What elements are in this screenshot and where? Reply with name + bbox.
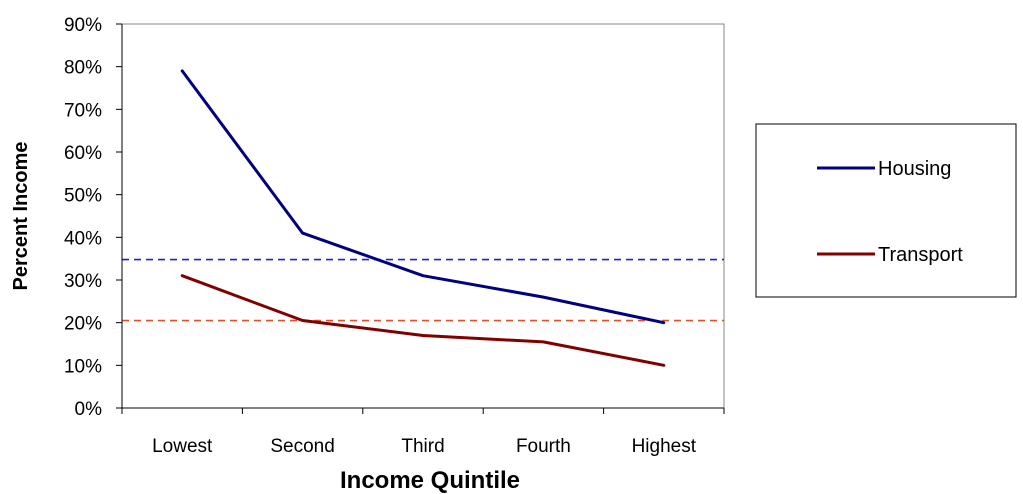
legend-label: Housing [878, 158, 951, 180]
legend-box [755, 123, 1017, 298]
y-tick-label: 70% [64, 100, 102, 121]
series-line-housing [180, 69, 666, 325]
y-tick-label: 30% [64, 271, 102, 292]
legend-label: Transport [878, 244, 963, 266]
legend: Housing Transport [755, 123, 1017, 298]
y-tick-label: 20% [64, 314, 102, 335]
x-ticks: Lowest Second Third Fourth Highest [121, 408, 725, 457]
y-axis-title: Percent Income [10, 142, 32, 291]
legend-items: Housing Transport [817, 158, 963, 266]
y-tick-label: 10% [64, 356, 102, 377]
x-tick-label: Lowest [152, 436, 213, 457]
x-tick-label: Third [401, 436, 444, 457]
y-ticks: 0% 10% 20% 30% 40% 50% 60% 70% 80% 90% [64, 15, 122, 420]
series-line-transport [180, 274, 666, 367]
x-tick-label: Highest [632, 436, 697, 457]
y-tick-label: 40% [64, 228, 102, 249]
reference-lines [122, 258, 724, 322]
y-tick-label: 0% [75, 399, 103, 420]
x-tick-label: Fourth [516, 436, 571, 457]
y-tick-label: 60% [64, 143, 102, 164]
y-tick-label: 80% [64, 58, 102, 79]
x-tick-label: Second [270, 436, 334, 457]
y-tick-label: 90% [64, 15, 102, 36]
y-tick-label: 50% [64, 186, 102, 207]
x-axis-title: Income Quintile [340, 467, 520, 494]
series-lines [180, 69, 666, 367]
plot-area [121, 23, 725, 409]
